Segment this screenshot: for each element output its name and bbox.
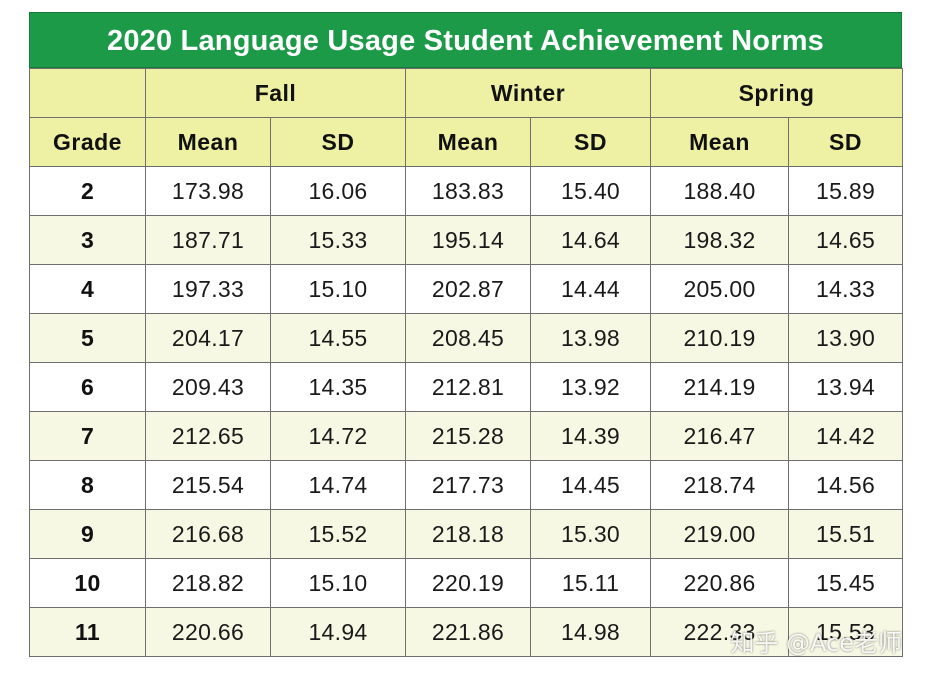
cell-spring-sd: 15.51 bbox=[788, 509, 904, 559]
cell-fall-mean: 220.66 bbox=[145, 607, 271, 657]
cell-winter-sd: 14.98 bbox=[529, 607, 652, 657]
cell-spring-mean: 220.86 bbox=[650, 558, 790, 608]
cell-grade: 4 bbox=[29, 264, 146, 314]
season-header-row: Fall Winter Spring bbox=[29, 68, 904, 118]
cell-fall-sd: 15.10 bbox=[270, 264, 406, 314]
table-row: 8 215.54 14.74 217.73 14.45 218.74 14.56 bbox=[29, 460, 904, 510]
cell-spring-sd: 13.90 bbox=[788, 313, 904, 363]
cell-fall-mean: 204.17 bbox=[145, 313, 271, 363]
cell-winter-mean: 221.86 bbox=[405, 607, 531, 657]
cell-grade: 11 bbox=[29, 607, 146, 657]
cell-winter-sd: 14.64 bbox=[529, 215, 652, 265]
table-row: 5 204.17 14.55 208.45 13.98 210.19 13.90 bbox=[29, 313, 904, 363]
cell-winter-sd: 15.11 bbox=[529, 558, 652, 608]
cell-fall-sd: 15.52 bbox=[270, 509, 406, 559]
cell-fall-sd: 14.72 bbox=[270, 411, 406, 461]
column-header-fall-sd: SD bbox=[270, 117, 406, 167]
cell-spring-sd: 14.56 bbox=[788, 460, 904, 510]
cell-spring-sd: 13.94 bbox=[788, 362, 904, 412]
table-row: 11 220.66 14.94 221.86 14.98 222.33 15.53 bbox=[29, 607, 904, 657]
column-header-grade: Grade bbox=[29, 117, 146, 167]
cell-winter-sd: 15.40 bbox=[529, 166, 652, 216]
cell-winter-mean: 218.18 bbox=[405, 509, 531, 559]
cell-winter-mean: 217.73 bbox=[405, 460, 531, 510]
cell-spring-sd: 14.65 bbox=[788, 215, 904, 265]
cell-grade: 3 bbox=[29, 215, 146, 265]
cell-spring-sd: 15.89 bbox=[788, 166, 904, 216]
cell-spring-sd: 14.33 bbox=[788, 264, 904, 314]
table-title: 2020 Language Usage Student Achievement … bbox=[29, 12, 902, 68]
cell-winter-sd: 13.98 bbox=[529, 313, 652, 363]
column-header-row: Grade Mean SD Mean SD Mean SD bbox=[29, 117, 904, 167]
cell-winter-sd: 14.44 bbox=[529, 264, 652, 314]
cell-fall-sd: 16.06 bbox=[270, 166, 406, 216]
cell-fall-mean: 215.54 bbox=[145, 460, 271, 510]
cell-spring-sd: 15.45 bbox=[788, 558, 904, 608]
cell-fall-sd: 15.33 bbox=[270, 215, 406, 265]
norms-table: Fall Winter Spring Grade Mean SD Mean SD… bbox=[29, 68, 904, 657]
cell-spring-mean: 218.74 bbox=[650, 460, 790, 510]
column-header-spring-sd: SD bbox=[788, 117, 904, 167]
cell-grade: 10 bbox=[29, 558, 146, 608]
season-header-empty bbox=[29, 68, 146, 118]
cell-winter-sd: 13.92 bbox=[529, 362, 652, 412]
table-body: 2 173.98 16.06 183.83 15.40 188.40 15.89 3 187.7… bbox=[29, 166, 904, 657]
table-row: 6 209.43 14.35 212.81 13.92 214.19 13.94 bbox=[29, 362, 904, 412]
cell-grade: 6 bbox=[29, 362, 146, 412]
cell-fall-mean: 187.71 bbox=[145, 215, 271, 265]
cell-fall-mean: 197.33 bbox=[145, 264, 271, 314]
cell-spring-mean: 205.00 bbox=[650, 264, 790, 314]
norms-table-container: 2020 Language Usage Student Achievement … bbox=[29, 12, 904, 657]
season-header-spring: Spring bbox=[650, 68, 904, 118]
table-row: 9 216.68 15.52 218.18 15.30 219.00 15.51 bbox=[29, 509, 904, 559]
cell-spring-mean: 219.00 bbox=[650, 509, 790, 559]
cell-fall-sd: 14.94 bbox=[270, 607, 406, 657]
season-header-winter: Winter bbox=[404, 68, 652, 118]
cell-winter-sd: 14.39 bbox=[529, 411, 652, 461]
cell-winter-mean: 212.81 bbox=[405, 362, 531, 412]
cell-winter-mean: 202.87 bbox=[405, 264, 531, 314]
cell-spring-mean: 210.19 bbox=[650, 313, 790, 363]
cell-grade: 9 bbox=[29, 509, 146, 559]
cell-fall-mean: 216.68 bbox=[145, 509, 271, 559]
cell-winter-mean: 215.28 bbox=[405, 411, 531, 461]
table-row: 2 173.98 16.06 183.83 15.40 188.40 15.89 bbox=[29, 166, 904, 216]
cell-fall-mean: 209.43 bbox=[145, 362, 271, 412]
cell-fall-mean: 212.65 bbox=[145, 411, 271, 461]
column-header-winter-sd: SD bbox=[529, 117, 652, 167]
watermark: 知乎 @Ace老师 bbox=[730, 629, 902, 657]
cell-grade: 2 bbox=[29, 166, 146, 216]
season-header-fall: Fall bbox=[145, 68, 406, 118]
cell-grade: 7 bbox=[29, 411, 146, 461]
cell-winter-mean: 195.14 bbox=[405, 215, 531, 265]
column-header-winter-mean: Mean bbox=[405, 117, 531, 167]
cell-fall-mean: 173.98 bbox=[145, 166, 271, 216]
column-header-fall-mean: Mean bbox=[145, 117, 271, 167]
cell-spring-mean: 216.47 bbox=[650, 411, 790, 461]
cell-winter-mean: 220.19 bbox=[405, 558, 531, 608]
cell-spring-mean: 222.33 bbox=[650, 607, 790, 657]
cell-spring-sd: 15.53 bbox=[788, 607, 904, 657]
column-header-spring-mean: Mean bbox=[650, 117, 790, 167]
cell-fall-mean: 218.82 bbox=[145, 558, 271, 608]
cell-spring-sd: 14.42 bbox=[788, 411, 904, 461]
cell-fall-sd: 14.74 bbox=[270, 460, 406, 510]
table-row: 7 212.65 14.72 215.28 14.39 216.47 14.42 bbox=[29, 411, 904, 461]
cell-fall-sd: 14.35 bbox=[270, 362, 406, 412]
cell-winter-mean: 183.83 bbox=[405, 166, 531, 216]
cell-fall-sd: 14.55 bbox=[270, 313, 406, 363]
table-row: 10 218.82 15.10 220.19 15.11 220.86 15.45 bbox=[29, 558, 904, 608]
table-row: 4 197.33 15.10 202.87 14.44 205.00 14.33 bbox=[29, 264, 904, 314]
cell-winter-sd: 15.30 bbox=[529, 509, 652, 559]
cell-winter-mean: 208.45 bbox=[405, 313, 531, 363]
cell-spring-mean: 214.19 bbox=[650, 362, 790, 412]
cell-grade: 8 bbox=[29, 460, 146, 510]
cell-fall-sd: 15.10 bbox=[270, 558, 406, 608]
cell-spring-mean: 188.40 bbox=[650, 166, 790, 216]
cell-grade: 5 bbox=[29, 313, 146, 363]
cell-spring-mean: 198.32 bbox=[650, 215, 790, 265]
cell-winter-sd: 14.45 bbox=[529, 460, 652, 510]
table-row: 3 187.71 15.33 195.14 14.64 198.32 14.65 bbox=[29, 215, 904, 265]
